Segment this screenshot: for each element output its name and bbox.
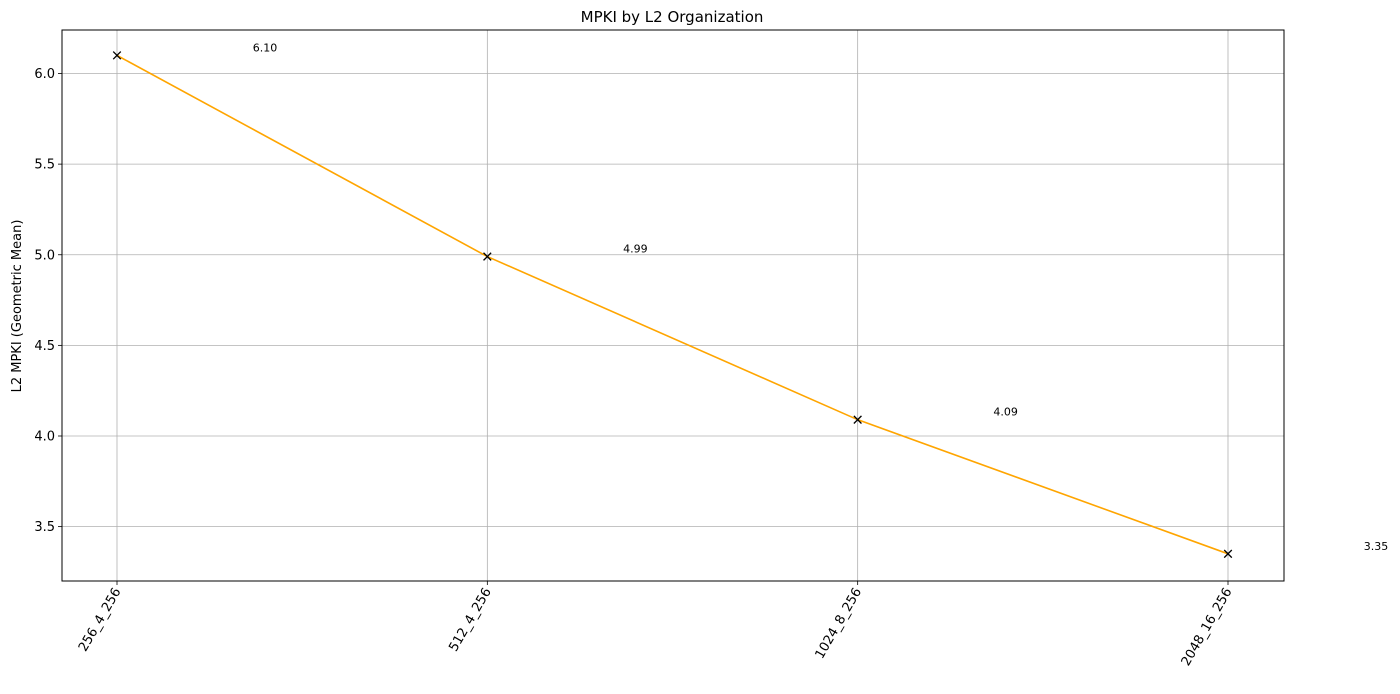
x-tick-label: 1024_8_256 [813, 586, 866, 662]
marker-stroke [1223, 549, 1233, 559]
data-point-marker [112, 51, 122, 60]
marker-stroke [112, 51, 122, 60]
x-tick-label: 256_4_256 [76, 586, 124, 655]
data-point-marker [853, 415, 862, 424]
marker-stroke [483, 252, 492, 261]
data-label: 6.10 [253, 41, 278, 54]
data-point-marker [483, 252, 492, 261]
y-tick-label: 3.5 [34, 520, 55, 535]
data-label: 4.09 [993, 406, 1018, 419]
data-label: 3.35 [1364, 540, 1389, 553]
x-tick-label: 512_4_256 [446, 586, 494, 655]
y-axis-label: L2 MPKI (Geometric Mean) [10, 220, 25, 393]
series-line [116, 54, 1229, 555]
y-tick-label: 4.0 [34, 430, 55, 445]
chart-title: MPKI by L2 Organization [581, 8, 764, 26]
y-tick-label: 5.5 [34, 158, 55, 173]
x-tick-label: 2048_16_256 [1179, 586, 1236, 669]
data-label: 4.99 [623, 243, 648, 256]
tick-layer: 3.5 4.0 4.5 5.0 5.5 6.0 256_4_256 512_4_256 1024… [34, 67, 1235, 669]
plot-frame [61, 29, 1285, 582]
data-label-layer: 6.10 4.99 4.09 3.35 [253, 41, 1389, 552]
grid-lines [62, 30, 1284, 581]
y-tick-label: 4.5 [34, 339, 55, 354]
series-layer [116, 54, 1229, 555]
y-tick-label: 6.0 [34, 67, 55, 82]
marker-stroke [853, 415, 862, 424]
data-point-marker [1223, 549, 1233, 559]
y-tick-label: 5.0 [34, 248, 55, 263]
marker-layer [112, 51, 1233, 559]
